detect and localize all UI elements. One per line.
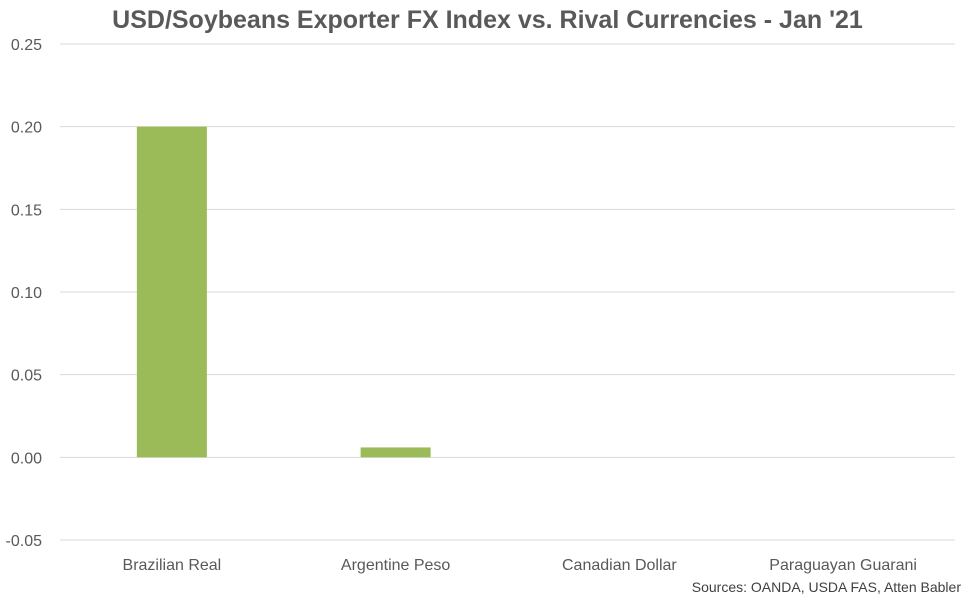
y-tick-label: 0.00 (11, 450, 42, 467)
y-tick-label: 0.05 (11, 368, 42, 385)
y-tick-label: 0.25 (11, 37, 42, 54)
chart-title: USD/Soybeans Exporter FX Index vs. Rival… (112, 6, 863, 34)
y-tick-label: 0.10 (11, 285, 42, 302)
x-category-label: Canadian Dollar (562, 557, 677, 574)
y-tick-label: 0.20 (11, 120, 42, 137)
x-category-label: Argentine Peso (341, 557, 451, 574)
x-category-label: Paraguayan Guarani (769, 557, 917, 574)
bar-argentine-peso (360, 447, 431, 458)
bar-brazilian-real (136, 126, 207, 458)
bars (136, 126, 431, 458)
gridlines (60, 43, 955, 541)
source-note: Sources: OANDA, USDA FAS, Atten Babler (691, 579, 961, 595)
y-axis-tick-labels: 0.25 0.20 0.15 0.10 0.05 0.00 -0.05 (6, 37, 43, 550)
x-axis-category-labels: Brazilian Real Argentine Peso Canadian Dol… (123, 557, 917, 574)
y-tick-label: -0.05 (6, 533, 43, 550)
x-category-label: Brazilian Real (123, 557, 222, 574)
y-tick-label: 0.15 (11, 202, 42, 219)
